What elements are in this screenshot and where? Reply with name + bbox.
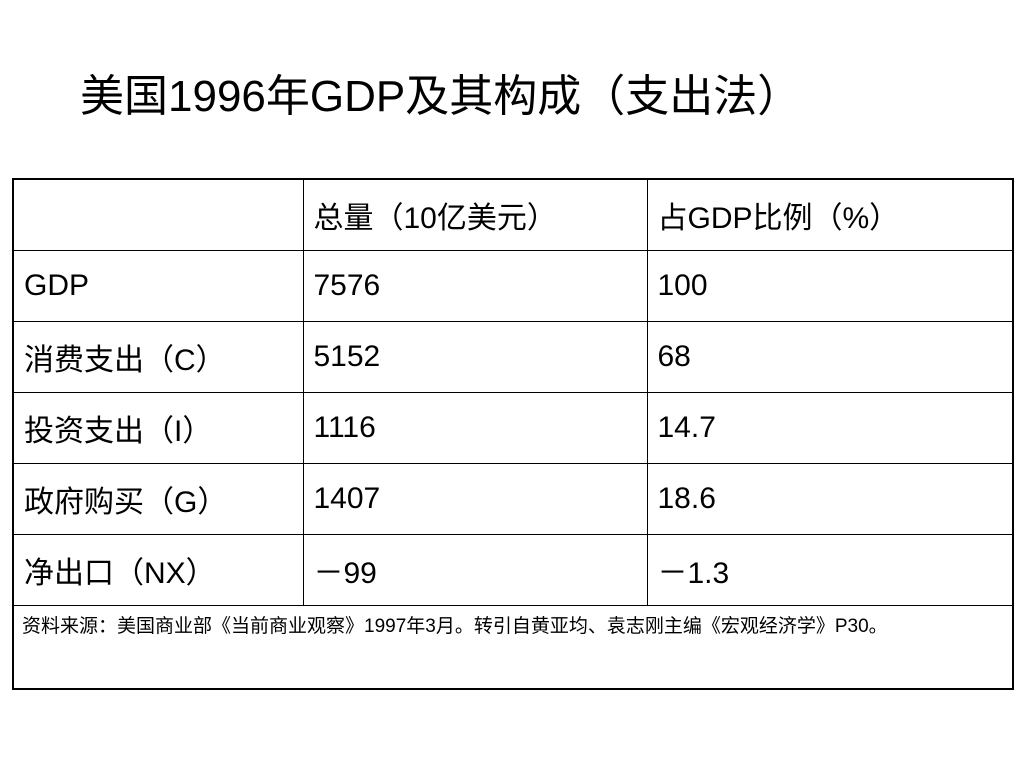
row-share: 100 (646, 250, 1014, 322)
table-row: 消费支出（C） 5152 68 (12, 321, 1014, 393)
row-label: 净出口（NX） (12, 534, 304, 606)
table-row: GDP 7576 100 (12, 250, 1014, 322)
row-share: 68 (646, 321, 1014, 393)
table-row: 政府购买（G） 1407 18.6 (12, 463, 1014, 535)
table-row: 投资支出（I） 1116 14.7 (12, 392, 1014, 464)
table-header-row: 总量（10亿美元） 占GDP比例（%） (12, 178, 1014, 251)
row-total: －99 (302, 534, 648, 606)
row-total: 5152 (302, 321, 648, 393)
row-label: GDP (12, 250, 304, 322)
table-row: 净出口（NX） －99 －1.3 (12, 534, 1014, 606)
row-total: 1116 (302, 392, 648, 464)
row-label: 投资支出（I） (12, 392, 304, 464)
header-cell-empty (12, 178, 304, 251)
row-total: 1407 (302, 463, 648, 535)
row-label: 消费支出（C） (12, 321, 304, 393)
source-note-row: 资料来源：美国商业部《当前商业观察》1997年3月。转引自黄亚均、袁志刚主编《宏… (12, 605, 1014, 690)
row-share: 14.7 (646, 392, 1014, 464)
gdp-composition-table: 总量（10亿美元） 占GDP比例（%） GDP 7576 100 消费支出（C）… (12, 178, 1014, 690)
source-note: 资料来源：美国商业部《当前商业观察》1997年3月。转引自黄亚均、袁志刚主编《宏… (12, 605, 1014, 690)
slide-title: 美国1996年GDP及其构成（支出法） (80, 72, 802, 121)
row-share: －1.3 (646, 534, 1014, 606)
header-cell-share: 占GDP比例（%） (646, 178, 1014, 251)
row-share: 18.6 (646, 463, 1014, 535)
row-label: 政府购买（G） (12, 463, 304, 535)
header-cell-total: 总量（10亿美元） (302, 178, 648, 251)
row-total: 7576 (302, 250, 648, 322)
